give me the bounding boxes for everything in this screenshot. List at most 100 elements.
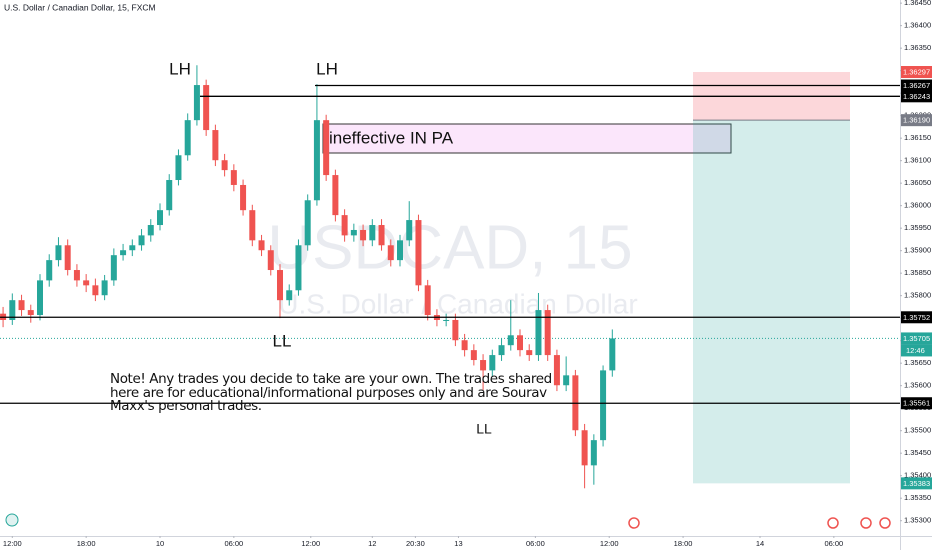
level-price-label-bg: [901, 79, 932, 92]
candle-body: [129, 245, 136, 251]
candle-body: [120, 250, 127, 256]
x-tick-label: 12:00: [301, 539, 320, 548]
y-tick-label: 1.36100: [904, 156, 931, 165]
zone-box: [322, 123, 732, 154]
candle-body: [553, 355, 560, 386]
y-tick-label: 1.35600: [904, 381, 931, 390]
annotation: LL: [476, 421, 492, 437]
y-tick-label: 1.35800: [904, 291, 931, 300]
event-icon: [860, 517, 872, 529]
countdown: 12:46: [906, 346, 925, 355]
candle-body: [341, 215, 348, 236]
x-tick-label: 20:30: [406, 539, 425, 548]
y-tick-label: 1.36400: [904, 21, 931, 30]
annotation: LL: [273, 331, 292, 350]
x-tick-label: 12:00: [600, 539, 619, 548]
candle-body: [387, 245, 394, 261]
candle-body: [249, 210, 256, 241]
stop-price-label-bg: [901, 66, 932, 79]
candle-body: [323, 120, 330, 176]
candle-body: [295, 245, 302, 291]
candle-body: [397, 240, 403, 261]
candle-body: [563, 375, 570, 386]
candle-body: [46, 260, 53, 281]
candle-body: [507, 335, 514, 346]
candle-body: [535, 310, 542, 356]
countdown-bg: [901, 344, 932, 357]
candle-body: [286, 290, 293, 301]
candle-body: [461, 340, 468, 351]
y-tick-label: 1.35400: [904, 471, 931, 480]
candle-body: [55, 245, 62, 261]
x-tick-label: 10: [156, 539, 164, 548]
target-price-label-bg: [901, 477, 932, 490]
target-zone: [693, 120, 850, 484]
candle-body: [166, 180, 173, 211]
candle-body: [480, 360, 487, 371]
candle-body: [138, 235, 145, 246]
y-tick-label: 1.35650: [904, 358, 931, 367]
stop-price-label: 1.36297: [903, 67, 930, 76]
x-tick-label: 18:00: [77, 539, 96, 548]
chart-title: U.S. Dollar / Canadian Dollar, 15, FXCM: [4, 2, 156, 12]
x-tick-label: 18:00: [674, 539, 693, 548]
candle-body: [443, 319, 450, 321]
candle-body: [203, 85, 210, 131]
candle-body: [73, 270, 80, 281]
zone-label: ineffective IN PA: [329, 128, 454, 147]
y-tick-label: 1.36350: [904, 43, 931, 52]
candle-body: [600, 370, 607, 441]
y-tick-label: 1.35300: [904, 516, 931, 525]
y-tick-label: 1.36000: [904, 201, 931, 210]
candle-body: [470, 350, 477, 361]
candle-body: [258, 240, 265, 251]
logo-icon: [5, 513, 19, 527]
candle-body: [101, 280, 108, 296]
level-price-label-bg: [901, 397, 932, 410]
candle-body: [517, 335, 523, 351]
candle-body: [378, 225, 385, 246]
level-price-label: 1.35561: [903, 399, 930, 408]
candle-body: [544, 310, 551, 356]
x-tick-label: 06:00: [824, 539, 843, 548]
candle-body: [609, 338, 616, 371]
watermark: USDCAD, 15: [267, 213, 632, 282]
event-icon: [827, 517, 839, 529]
y-tick-label: 1.35900: [904, 246, 931, 255]
last-price-label: 1.35705: [903, 334, 930, 343]
entry-price-label-bg: [901, 114, 932, 127]
candle-body: [147, 225, 154, 236]
y-tick-label: 1.35850: [904, 268, 931, 277]
candle-body: [526, 350, 533, 356]
candle-body: [406, 220, 413, 241]
candle-body: [498, 345, 505, 356]
x-tick-label: 06:00: [526, 539, 545, 548]
y-tick-label: 1.35500: [904, 426, 931, 435]
note: Note! Any trades you decide to take are …: [110, 371, 552, 414]
candle-body: [590, 440, 597, 466]
x-tick-label: 12:00: [3, 539, 22, 548]
y-tick-label: 1.36050: [904, 178, 931, 187]
candle-body: [350, 229, 357, 236]
candle-body: [369, 225, 376, 241]
candle-body: [27, 310, 34, 316]
candle-body: [230, 170, 237, 185]
y-tick-label: 1.35450: [904, 448, 931, 457]
candle-body: [193, 85, 200, 121]
x-tick-label: 13: [454, 539, 462, 548]
x-tick-label: 12: [368, 539, 376, 548]
y-tick-label: 1.36450: [904, 0, 931, 7]
candle-body: [64, 245, 71, 271]
candle-body: [37, 280, 43, 316]
last-price-label-bg: [901, 332, 932, 345]
event-icon: [628, 517, 640, 529]
level-price-label-bg: [901, 90, 932, 103]
level-price-label: 1.36267: [903, 81, 930, 90]
candle-body: [277, 270, 283, 301]
candle-body: [175, 155, 182, 181]
candle-body: [360, 229, 367, 241]
candle-body: [415, 220, 422, 286]
level-price-label-bg: [901, 311, 932, 324]
annotation: LH: [169, 59, 191, 78]
